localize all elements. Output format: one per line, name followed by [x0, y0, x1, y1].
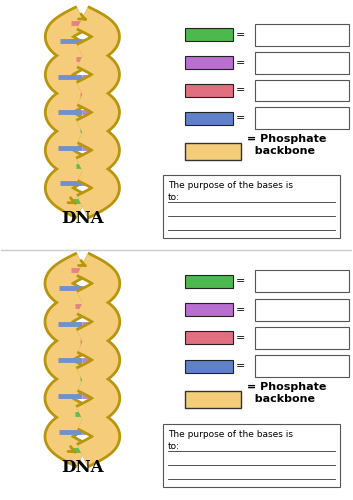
Text: The purpose of the bases is: The purpose of the bases is [168, 182, 293, 190]
Text: The purpose of the bases is: The purpose of the bases is [168, 430, 293, 438]
Text: =: = [236, 304, 245, 314]
Text: =: = [236, 58, 245, 68]
Bar [185, 56, 233, 69]
Text: =: = [236, 30, 245, 40]
Bar [185, 142, 241, 160]
Text: =: = [236, 361, 245, 371]
Bar [185, 28, 233, 41]
Text: =: = [236, 333, 245, 343]
Text: =: = [236, 276, 245, 286]
Bar [255, 52, 349, 74]
Bar [185, 112, 233, 125]
Bar [255, 108, 349, 130]
Bar [255, 270, 349, 292]
Bar [255, 327, 349, 349]
Text: =: = [236, 114, 245, 124]
Bar [185, 332, 233, 344]
Bar [185, 390, 241, 407]
Text: to:: to: [168, 194, 180, 202]
Bar [185, 275, 233, 288]
Bar [255, 24, 349, 46]
Bar [255, 355, 349, 377]
Bar [163, 176, 340, 238]
Text: = Phosphate
  backbone: = Phosphate backbone [247, 134, 326, 156]
Text: DNA: DNA [61, 460, 104, 476]
Bar [185, 303, 233, 316]
Bar [255, 80, 349, 102]
Text: = Phosphate
  backbone: = Phosphate backbone [247, 382, 326, 404]
Text: to:: to: [168, 442, 180, 450]
Bar [185, 360, 233, 372]
Text: =: = [236, 86, 245, 96]
Text: DNA: DNA [61, 210, 104, 228]
Bar [185, 84, 233, 97]
Bar [255, 298, 349, 320]
Bar [163, 424, 340, 488]
